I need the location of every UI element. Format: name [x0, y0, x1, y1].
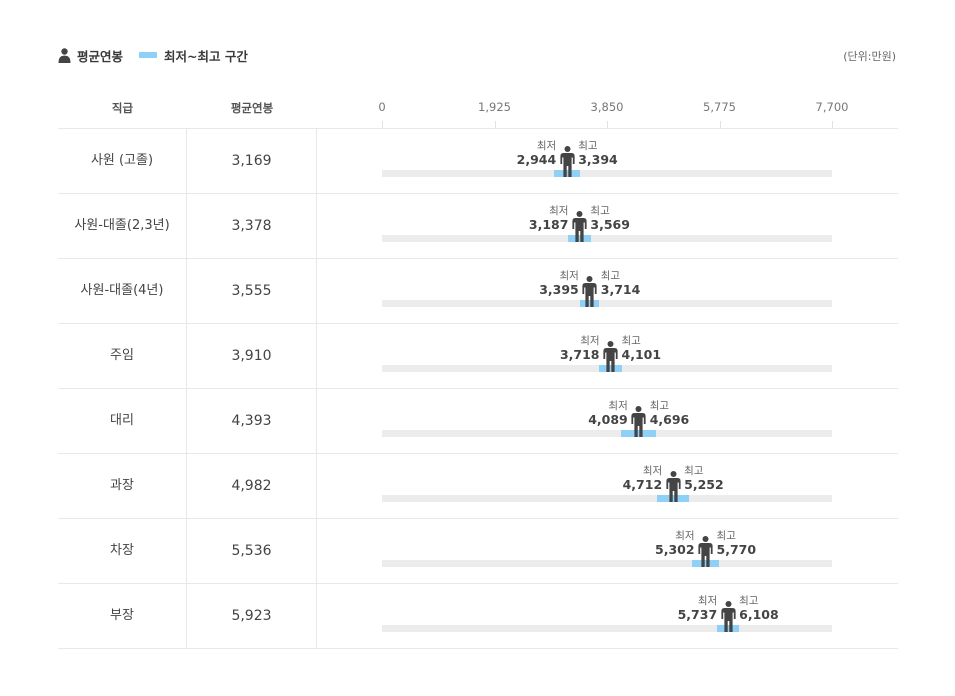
salary-range-bar	[717, 625, 739, 632]
table-row: 과장 4,982 최저 4,712 최고 5,252	[58, 454, 898, 519]
avg-person-marker	[666, 471, 681, 502]
avg-person-marker	[560, 146, 575, 177]
min-value: 4,089	[588, 412, 628, 427]
max-label: 최고	[590, 205, 610, 217]
min-value: 3,187	[528, 217, 569, 232]
min-label: 최저	[549, 205, 569, 217]
salary-range-bar	[554, 170, 581, 177]
axis-track	[382, 625, 832, 632]
max-label: 최고	[716, 530, 736, 542]
axis-tick-label: 5,775	[703, 100, 736, 114]
table-row: 차장 5,536 최저 5,302 최고 5,770	[58, 519, 898, 584]
avg-salary-cell: 3,910	[187, 324, 317, 388]
axis-tick-label: 1,925	[478, 100, 511, 114]
table-row: 주임 3,910 최저 3,718 최고 4,101	[58, 324, 898, 389]
avg-person-marker	[572, 211, 587, 242]
avg-person-marker	[582, 276, 597, 307]
rank-cell: 사원 (고졸)	[58, 129, 187, 193]
axis-tick-mark	[719, 121, 721, 128]
rank-cell: 과장	[58, 454, 187, 518]
range-swatch-icon	[139, 52, 158, 58]
min-label: 최저	[559, 270, 579, 282]
grid-line	[58, 128, 898, 129]
salary-range-bar	[657, 495, 689, 502]
axis-track	[382, 560, 832, 567]
axis-tick-mark	[494, 121, 496, 128]
table-row: 부장 5,923 최저 5,737 최고 6,108	[58, 584, 898, 649]
avg-person-marker	[631, 406, 646, 437]
min-value: 3,395	[539, 282, 579, 297]
table-row: 사원-대졸(2,3년) 3,378 최저 3,187 최고 3,569	[58, 194, 898, 259]
max-value: 3,569	[590, 217, 630, 232]
rank-cell: 주임	[58, 324, 187, 388]
unit-label: (단위:만원)	[843, 50, 896, 63]
legend: 평균연봉 최저~최고 구간	[58, 46, 248, 64]
max-value: 4,696	[649, 412, 690, 427]
min-value: 2,944	[516, 152, 557, 167]
legend-range-label: 최저~최고 구간	[164, 48, 248, 64]
min-label: 최저	[675, 530, 695, 542]
table-row: 대리 4,393 최저 4,089 최고 4,696	[58, 389, 898, 454]
avg-salary-cell: 3,169	[187, 129, 317, 193]
legend-avg-label: 평균연봉	[77, 48, 124, 64]
column-header-rank: 직급	[111, 101, 134, 115]
salary-range-bar	[580, 300, 600, 307]
max-value: 6,108	[739, 607, 779, 622]
min-value: 4,712	[622, 477, 663, 492]
avg-salary-cell: 5,536	[187, 519, 317, 583]
max-label: 최고	[578, 140, 598, 152]
max-value: 5,252	[684, 477, 724, 492]
salary-range-bar	[568, 235, 591, 242]
avg-salary-cell: 4,982	[187, 454, 317, 518]
axis-track	[382, 495, 832, 502]
table-row: 사원-대졸(4년) 3,555 최저 3,395 최고 3,714	[58, 259, 898, 324]
axis-tick-mark	[382, 121, 383, 128]
min-label: 최저	[608, 400, 628, 412]
min-label: 최저	[697, 595, 718, 607]
max-value: 4,101	[621, 347, 662, 362]
avg-person-marker	[603, 341, 618, 372]
avg-person-marker	[721, 601, 736, 632]
rank-cell: 사원-대졸(4년)	[58, 259, 187, 323]
max-value: 5,770	[716, 542, 757, 557]
min-value: 5,302	[655, 542, 695, 557]
salary-range-bar	[620, 430, 657, 437]
rank-cell: 사원-대졸(2,3년)	[58, 194, 187, 258]
rank-cell: 대리	[58, 389, 187, 453]
max-label: 최고	[684, 465, 704, 477]
rank-cell: 차장	[58, 519, 187, 583]
min-value: 3,718	[559, 347, 600, 362]
axis-track	[382, 235, 832, 242]
min-value: 5,737	[677, 607, 718, 622]
avg-salary-cell: 3,555	[187, 259, 317, 323]
axis-tick-label: 3,850	[590, 100, 624, 114]
avg-salary-cell: 5,923	[187, 584, 317, 648]
min-label: 최저	[536, 140, 557, 152]
salary-range-bar	[599, 365, 622, 372]
table-header: 직급 평균연봉	[58, 100, 898, 128]
min-label: 최저	[580, 335, 600, 347]
min-label: 최저	[642, 465, 663, 477]
axis-tick-mark	[832, 121, 833, 128]
rank-cell: 부장	[58, 584, 187, 648]
max-value: 3,714	[600, 282, 641, 297]
axis-track	[382, 170, 832, 177]
max-label: 최고	[621, 335, 641, 347]
max-value: 3,394	[578, 152, 618, 167]
axis-tick-label: 7,700	[815, 100, 849, 114]
avg-salary-cell: 4,393	[187, 389, 317, 453]
person-icon	[58, 47, 71, 63]
max-label: 최고	[739, 595, 759, 607]
avg-salary-cell: 3,378	[187, 194, 317, 258]
avg-person-marker	[698, 536, 713, 567]
axis-tick-label: 0	[378, 100, 386, 114]
axis-tick-mark	[607, 121, 608, 128]
salary-range-bar	[691, 560, 720, 567]
table-row: 사원 (고졸) 3,169 최저 2,944 최고 3,394	[58, 129, 898, 194]
axis-track	[382, 300, 832, 307]
max-label: 최고	[600, 270, 621, 282]
axis-track	[382, 430, 832, 437]
column-header-avg: 평균연봉	[230, 101, 274, 115]
max-label: 최고	[649, 400, 670, 412]
